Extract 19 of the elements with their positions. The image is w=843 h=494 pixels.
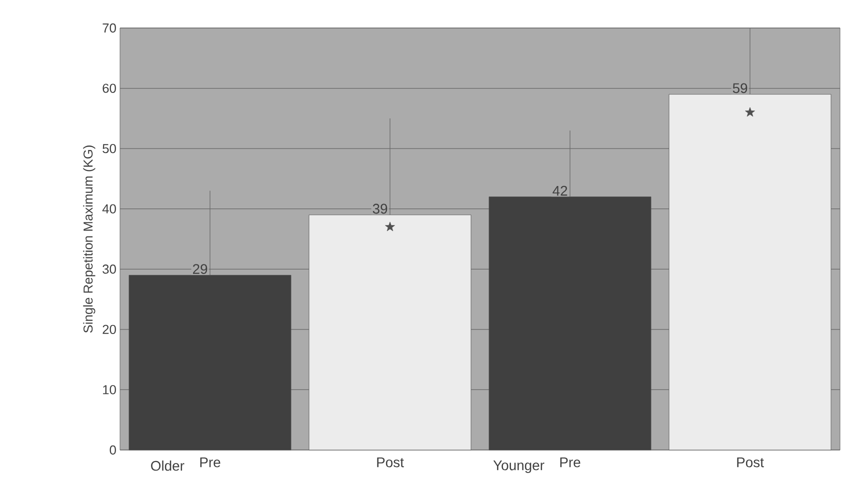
- y-axis-title: Single Repetition Maximum (KG): [83, 146, 96, 333]
- data-label: 42: [552, 186, 568, 196]
- y-tick-label: 70: [102, 23, 116, 33]
- text: Younger: [493, 460, 544, 474]
- y-tick-label: 30: [102, 264, 116, 274]
- x-tick-label: Post: [377, 458, 404, 468]
- y-tick-label: 60: [102, 84, 116, 93]
- x-tick-label: Pre: [200, 458, 220, 468]
- data-label: 59: [732, 83, 748, 94]
- y-tick-label: 40: [102, 204, 116, 214]
- y-tick-label: 50: [102, 144, 116, 154]
- data-label: 29: [192, 264, 208, 274]
- y-tick-label: 20: [102, 324, 116, 334]
- x-tick-label: Pre: [560, 458, 580, 468]
- y-tick-label: 10: [103, 385, 116, 394]
- y-tick-label: 0: [110, 445, 116, 455]
- text: Older: [151, 460, 184, 471]
- x-tick-label: Post: [737, 458, 764, 468]
- data-label: 39: [372, 204, 388, 214]
